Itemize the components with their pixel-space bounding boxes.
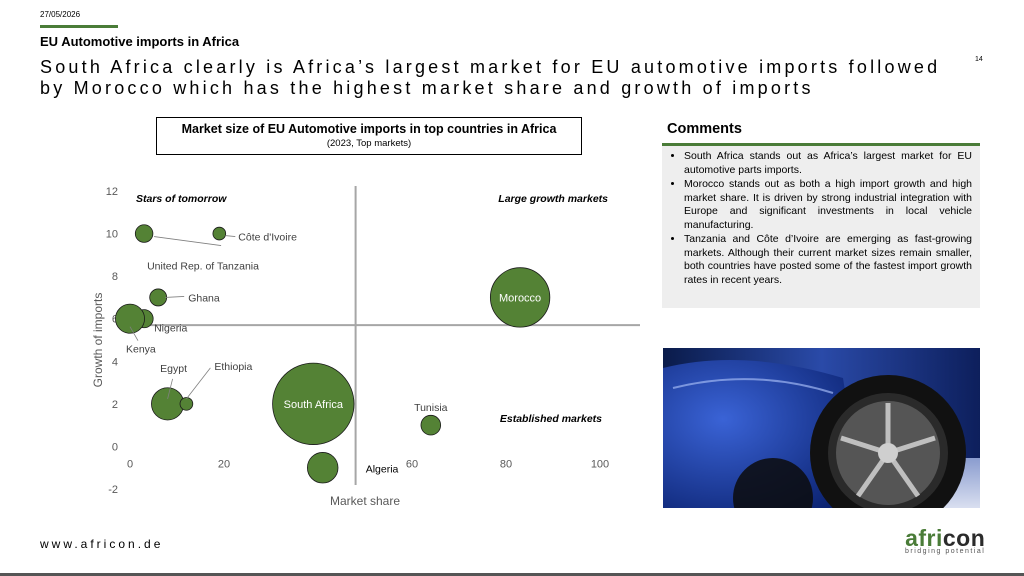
y-tick-label: 2 <box>112 399 118 411</box>
y-tick-label: 10 <box>106 229 118 241</box>
bubble-point <box>420 414 442 436</box>
leader-line <box>154 236 222 246</box>
bubble-point <box>115 303 145 334</box>
x-axis-title: Market share <box>330 494 400 508</box>
bubble-point <box>134 224 154 243</box>
accent-rule <box>40 25 118 28</box>
comments-title: Comments <box>667 121 742 137</box>
data-label: Nigeria <box>154 323 187 335</box>
bubble-point <box>212 226 227 241</box>
y-tick-label: -2 <box>108 484 118 496</box>
bubble-point <box>151 387 185 421</box>
x-tick-label: 80 <box>500 458 512 470</box>
logo-word-dark: con <box>942 525 986 551</box>
date: 27/05/2026 <box>40 10 81 19</box>
bubble-chart: -2024681012020406080100Market shareGrowt… <box>91 186 640 508</box>
data-label: Kenya <box>126 344 156 356</box>
data-label: Ghana <box>188 292 220 304</box>
bubble-point <box>272 362 355 445</box>
data-label: Morocco <box>499 292 541 304</box>
data-label: Algeria <box>366 464 399 476</box>
data-label: Egypt <box>160 363 187 375</box>
comments-list: South Africa stands out as Africa’s larg… <box>672 150 972 287</box>
leader-line <box>167 378 173 399</box>
chart-subtitle: (2023, Top markets) <box>326 138 412 149</box>
footer-url[interactable]: www.africon.de <box>40 537 164 551</box>
x-tick-label: 60 <box>406 458 418 470</box>
comments-box: South Africa stands out as Africa’s larg… <box>662 146 980 308</box>
bubble-point <box>489 267 551 328</box>
leader-line <box>165 296 185 298</box>
y-axis-title: Growth of imports <box>91 293 105 388</box>
leader-line <box>225 235 236 237</box>
data-label: Ethiopia <box>214 361 252 373</box>
y-tick-label: 0 <box>112 441 118 453</box>
data-label: United Rep. of Tanzania <box>147 261 259 273</box>
logo-tagline: bridging potential <box>905 548 986 555</box>
data-label: Côte d'Ivoire <box>238 232 297 244</box>
bottom-rule <box>0 573 1024 576</box>
page-number: 14 <box>975 56 983 63</box>
headline: South Africa clearly is Africa’s largest… <box>40 57 941 98</box>
africon-logo: africon bridging potential <box>905 526 985 555</box>
comments-rule <box>662 143 980 146</box>
y-tick-label: 6 <box>112 314 118 326</box>
y-tick-label: 4 <box>112 356 118 368</box>
logo-word-green: afri <box>905 525 943 551</box>
section-title: EU Automotive imports in Africa <box>40 34 240 49</box>
data-label: South Africa <box>284 399 344 411</box>
bubble-point <box>307 452 339 484</box>
x-tick-label: 20 <box>218 458 230 470</box>
chart-title: Market size of EU Automotive imports in … <box>181 122 557 136</box>
comment-item: South Africa stands out as Africa’s larg… <box>684 150 972 177</box>
data-label: Tunisia <box>414 402 448 414</box>
x-tick-label: 0 <box>127 458 133 470</box>
x-tick-label: 100 <box>591 458 609 470</box>
leader-line <box>129 326 139 341</box>
y-tick-label: 12 <box>106 186 118 198</box>
chart-title-box: Market size of EU Automotive imports in … <box>156 117 582 155</box>
y-tick-label: 8 <box>112 271 118 283</box>
comment-item: Tanzania and Côte d’Ivoire are emerging … <box>684 233 972 287</box>
bubble-point <box>179 397 194 411</box>
comment-item: Morocco stands out as both a high import… <box>684 178 972 232</box>
quadrant-label: Large growth markets <box>498 193 608 205</box>
quadrant-label: Established markets <box>500 413 602 425</box>
bubble-point <box>149 288 168 307</box>
quadrant-label: Stars of tomorrow <box>136 193 227 205</box>
car-wheel-photo <box>663 348 980 508</box>
leader-line <box>186 367 211 400</box>
